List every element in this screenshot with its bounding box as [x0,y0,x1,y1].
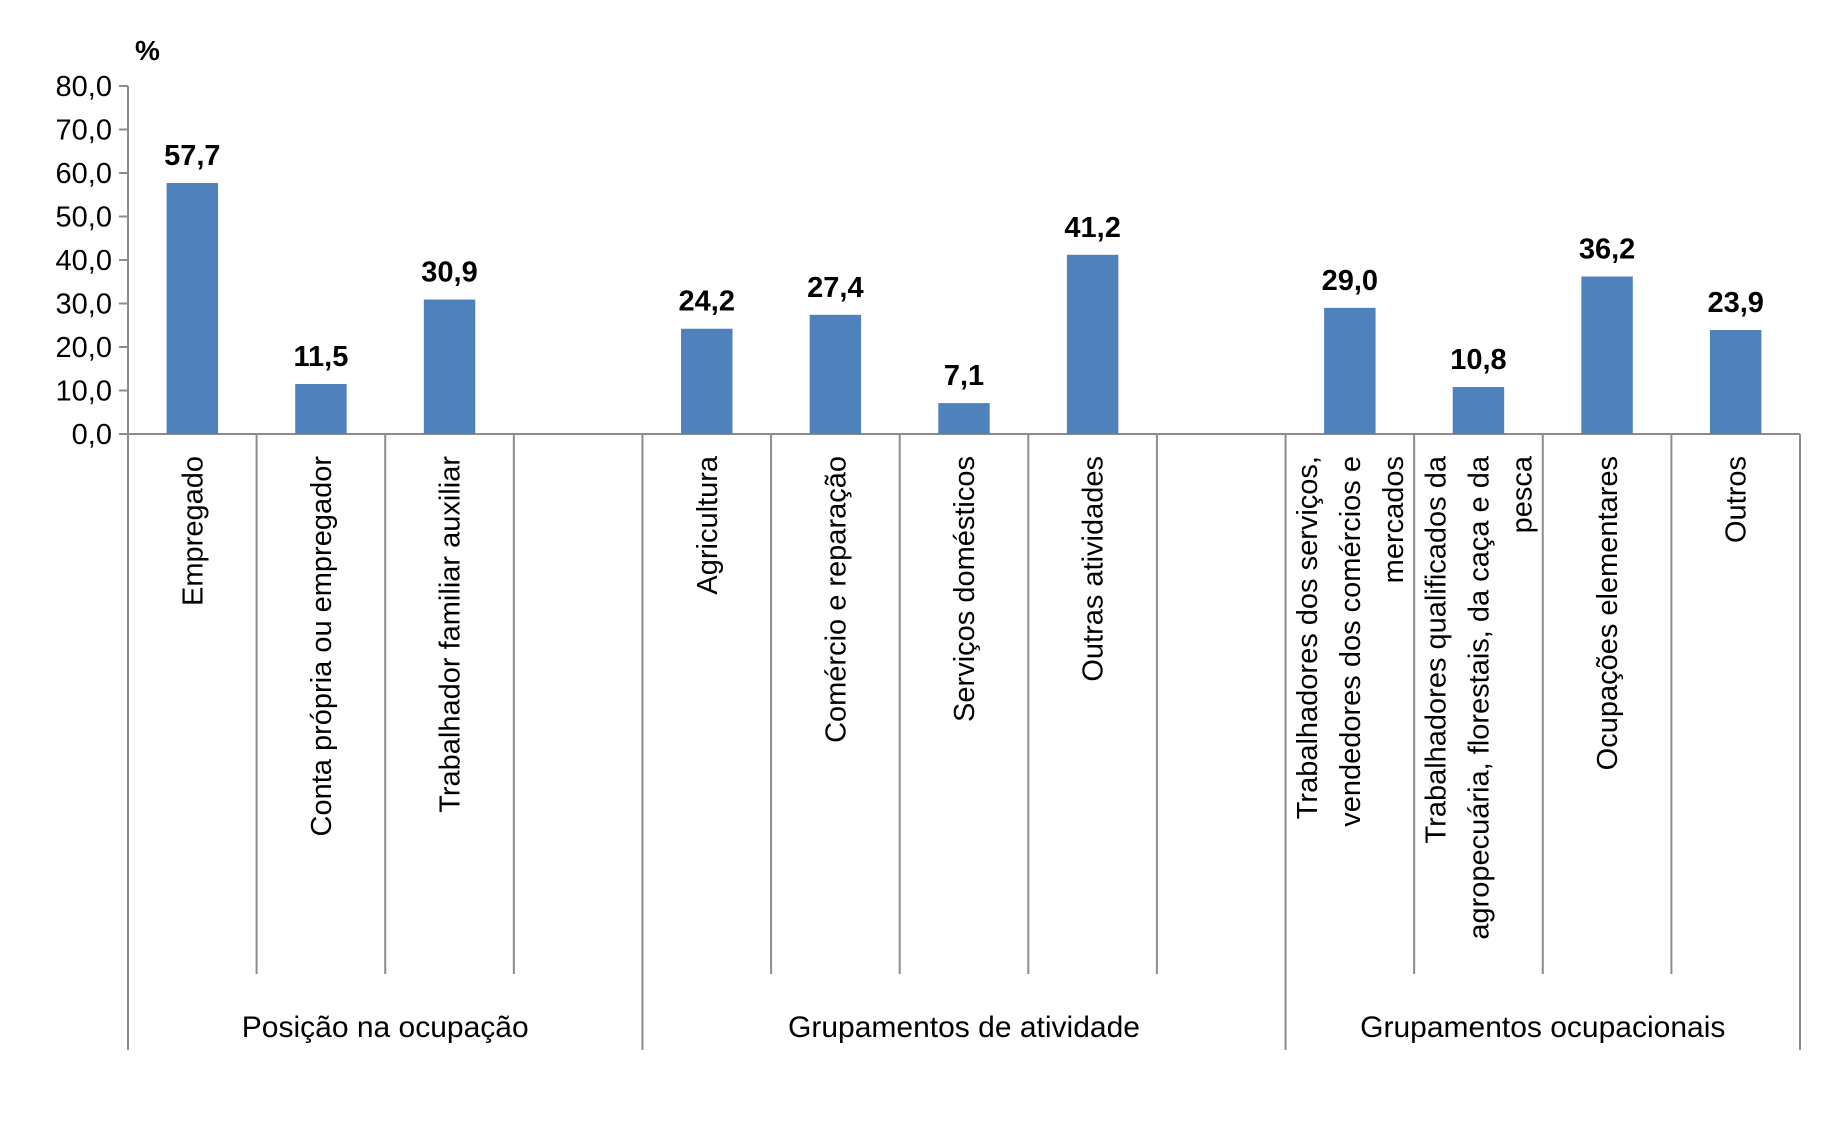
bar [1066,254,1119,434]
category-label: Outras atividades [1078,456,1110,682]
data-label: 27,4 [807,272,863,304]
data-label: 30,9 [421,257,477,289]
data-label: 36,2 [1579,234,1635,266]
category-label: Ocupações elementares [1592,456,1624,770]
data-label: 29,0 [1322,265,1378,297]
y-tick-label: 40,0 [56,245,112,277]
category-label: Empregado [177,456,209,606]
bar [681,328,733,434]
category-label: pesca [1506,455,1538,533]
y-tick-label: 20,0 [56,332,112,364]
category-label: Serviços domésticos [949,456,981,722]
bar [295,383,347,434]
y-tick-label: 70,0 [56,115,112,147]
data-label: 57,7 [164,140,220,172]
bar [809,314,862,434]
category-label: mercados [1378,456,1410,583]
category-label: Trabalhadores dos serviços, [1292,456,1324,819]
y-axis-unit: % [135,35,160,66]
category-label: Trabalhador familiar auxiliar [435,456,467,813]
data-label: 24,2 [679,286,735,318]
y-tick-label: 10,0 [56,376,112,408]
y-tick-label: 80,0 [56,71,112,103]
data-label: 23,9 [1707,287,1763,319]
bar [938,403,990,434]
y-tick-label: 50,0 [56,202,112,234]
group-label: Posição na ocupação [242,1011,529,1044]
bar [1324,307,1376,434]
category-label: vendedores dos comércios e [1335,456,1367,827]
y-tick-label: 60,0 [56,158,112,190]
category-label: Trabalhadores qualificados da [1420,455,1452,843]
bar [1581,276,1633,434]
group-label: Grupamentos de atividade [788,1011,1140,1044]
category-label: Conta própria ou empregador [306,456,338,837]
category-label: Comércio e reparação [820,456,852,743]
y-tick-label: 30,0 [56,289,112,321]
category-label: Outros [1721,456,1753,543]
y-tick-label: 0,0 [72,419,112,451]
data-label: 41,2 [1064,212,1120,244]
bar [1452,387,1505,434]
category-label: agropecuária, florestais, da caça e da [1463,455,1495,939]
bar [166,183,219,434]
bar [423,299,476,434]
data-label: 11,5 [294,341,349,373]
category-label: Agricultura [692,455,724,594]
bar [1709,330,1762,434]
data-label: 7,1 [944,360,984,392]
data-label: 10,8 [1450,344,1506,376]
group-label: Grupamentos ocupacionais [1360,1011,1725,1044]
